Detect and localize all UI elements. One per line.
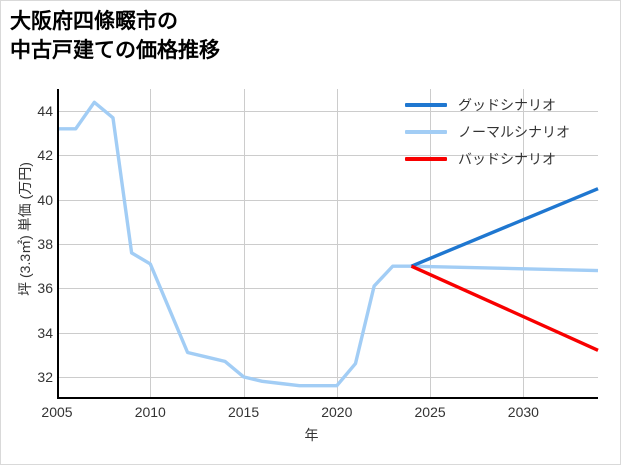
y-tick-label: 34: [37, 324, 53, 341]
y-tick-label: 38: [37, 236, 53, 252]
legend-label: ノーマルシナリオ: [458, 124, 570, 140]
legend-swatch: [405, 103, 447, 107]
legend: グッドシナリオ ノーマルシナリオ バッドシナリオ: [405, 93, 615, 174]
gridline-vertical: [150, 89, 151, 399]
y-axis-tick-labels: 32 34 36 38 40 42 44: [1, 89, 53, 399]
series-line: [57, 100, 599, 388]
legend-label: バッドシナリオ: [458, 151, 556, 167]
gridline-horizontal: [57, 244, 598, 245]
y-tick-label: 32: [37, 368, 53, 385]
legend-swatch: [405, 130, 447, 134]
gridline-horizontal: [57, 111, 598, 112]
y-axis-label: 坪 (3.3㎡) 単価 (万円): [17, 162, 33, 296]
x-tick-label: 2005: [41, 404, 73, 420]
x-axis-tick-labels: 2005 2010 2015 2020 2025 2030: [41, 404, 598, 424]
plot-area: [57, 89, 599, 399]
y-tick-label: 44: [37, 103, 53, 120]
legend-item[interactable]: バッドシナリオ: [405, 147, 615, 171]
legend-item[interactable]: グッドシナリオ: [405, 93, 615, 117]
gridline-horizontal: [57, 200, 598, 201]
series-line: [410, 264, 599, 352]
x-axis-label: 年: [304, 427, 319, 443]
gridline-vertical: [244, 89, 245, 399]
x-tick-label: 2010: [134, 404, 166, 420]
x-tick-label: 2015: [227, 404, 260, 420]
gridline-vertical: [337, 89, 338, 399]
x-tick-label: 2030: [507, 404, 539, 420]
gridline-vertical: [430, 89, 431, 399]
page-title: 大阪府四條畷市の 中古戸建ての価格推移: [10, 10, 220, 62]
series-line: [410, 187, 599, 268]
y-tick-label: 42: [37, 147, 53, 164]
gridline-horizontal: [57, 333, 598, 334]
gridline-horizontal: [57, 377, 598, 378]
gridline-horizontal: [57, 155, 598, 156]
legend-label: グッドシナリオ: [458, 97, 556, 113]
x-tick-label: 2020: [321, 404, 353, 420]
legend-item[interactable]: ノーマルシナリオ: [405, 120, 615, 144]
plot-frame: [57, 89, 598, 399]
x-tick-label: 2025: [414, 404, 446, 420]
y-tick-label: 36: [37, 280, 53, 297]
gridline-vertical: [523, 89, 524, 399]
gridline-horizontal: [57, 288, 598, 289]
series-lines: [57, 100, 599, 388]
legend-swatch: [405, 157, 447, 161]
y-tick-label: 40: [37, 191, 53, 208]
